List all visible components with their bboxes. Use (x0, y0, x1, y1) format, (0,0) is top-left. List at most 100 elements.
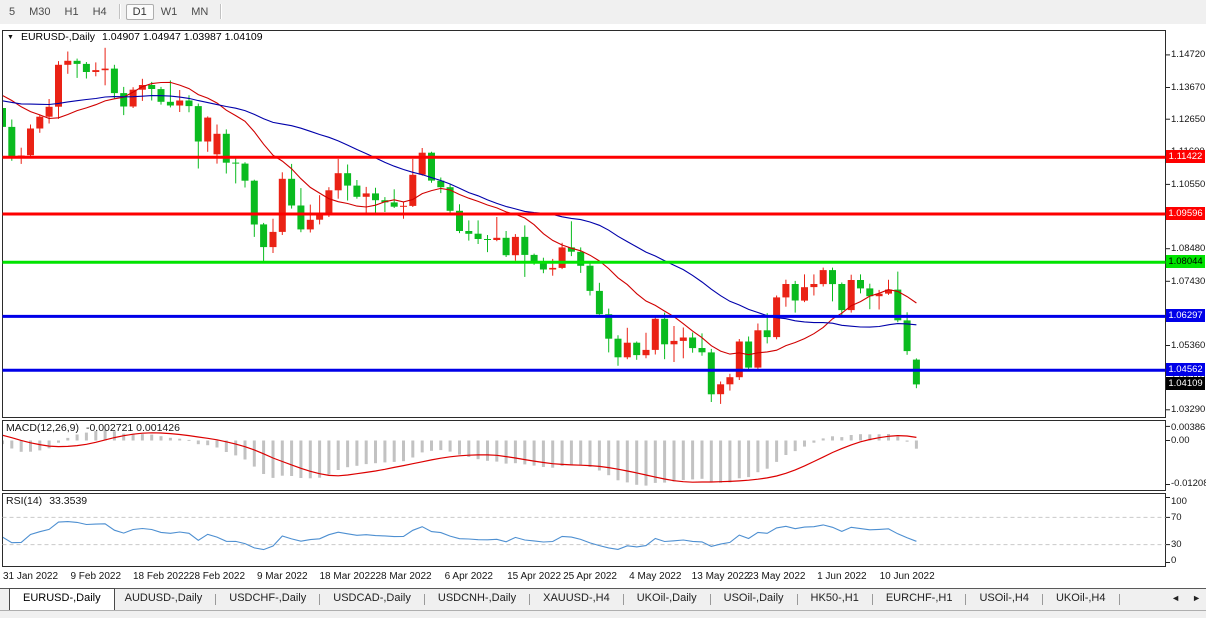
tab-separator (871, 594, 873, 605)
candle (101, 47, 109, 86)
candle (484, 235, 491, 253)
ma-slow-line (3, 95, 917, 328)
timeframe-button-mn[interactable]: MN (191, 5, 209, 18)
candle (241, 162, 249, 188)
timeframe-button-w1[interactable]: W1 (160, 5, 178, 18)
tab-ukoil-daily[interactable]: UKOil-,Daily (636, 592, 697, 604)
candle (838, 282, 846, 318)
candle (567, 221, 575, 257)
tab-ukoil-h4[interactable]: UKOil-,H4 (1055, 592, 1106, 604)
candle (372, 187, 379, 213)
timeframe-button-h1[interactable]: H1 (64, 5, 79, 18)
timeframe-button-m30[interactable]: M30 (29, 5, 51, 18)
candle (819, 267, 827, 287)
macd-panel (2, 420, 1166, 491)
candle (325, 187, 333, 217)
candle (166, 80, 174, 108)
tab-eurchf-h1[interactable]: EURCHF-,H1 (885, 592, 953, 604)
candle (661, 312, 669, 360)
candle (36, 114, 44, 133)
tab-separator (423, 594, 425, 605)
candle (288, 163, 296, 209)
candle (232, 158, 240, 184)
candle (120, 86, 128, 116)
candle (623, 327, 631, 360)
candle (502, 231, 510, 257)
candle (521, 225, 529, 277)
candle (670, 326, 678, 362)
candle (791, 280, 799, 313)
tab-usdchf-daily[interactable]: USDCHF-,Daily (229, 592, 307, 604)
tab-eurusd-daily[interactable]: EURUSD-,Daily (9, 588, 115, 610)
tab-separator (319, 594, 321, 605)
candle (651, 315, 659, 355)
candle (894, 271, 902, 323)
candle (456, 204, 463, 234)
candle (55, 61, 62, 119)
tab-usdcnh-daily[interactable]: USDCNH-,Daily (437, 592, 517, 604)
candle (8, 119, 16, 161)
candle (73, 58, 81, 78)
ma-fast-line (3, 81, 917, 356)
tab-usoil-h4[interactable]: USOil-,H4 (979, 592, 1029, 604)
candle (903, 312, 911, 355)
candle (912, 358, 920, 389)
candle (3, 108, 6, 127)
candle (885, 279, 892, 295)
candle (27, 124, 34, 158)
candle (763, 313, 771, 344)
candle (726, 373, 734, 391)
candle (847, 274, 855, 313)
candle (717, 381, 725, 404)
candle (782, 279, 790, 307)
candle (344, 164, 352, 201)
tab-separator (1118, 594, 1120, 605)
candle (474, 220, 482, 244)
tab-audusd-daily[interactable]: AUDUSD-,Daily (124, 592, 203, 604)
tab-xauusd-h4[interactable]: XAUUSD-,H4 (543, 592, 610, 604)
candle (857, 274, 864, 294)
candle (418, 148, 426, 176)
candle (129, 87, 137, 108)
candle (362, 186, 370, 214)
tab-separator (622, 594, 624, 605)
ohlc-values: 1.04907 1.04947 1.03987 1.04109 (102, 31, 263, 43)
candle (138, 78, 146, 101)
tab-hk50-h1[interactable]: HK50-,H1 (810, 592, 859, 604)
candle (493, 217, 501, 242)
symbol-dropdown-arrow-icon: ▼ (7, 33, 14, 41)
rsi-label: RSI(14) 33.3539 (6, 495, 87, 507)
candle (334, 158, 342, 199)
candle (558, 242, 566, 270)
candle (689, 332, 697, 353)
tab-separator (965, 594, 967, 605)
candle (176, 90, 184, 112)
macd-name: MACD(12,26,9) (6, 422, 79, 434)
tab-usdcad-daily[interactable]: USDCAD-,Daily (333, 592, 411, 604)
timeframe-toolbar: 5 M30 H1 H4 D1 W1 MN (0, 0, 1206, 23)
candle (810, 274, 818, 296)
candle (595, 282, 603, 315)
candle (754, 323, 762, 370)
candle (250, 179, 258, 237)
tab-usoil-daily[interactable]: USOil-,Daily (723, 592, 784, 604)
rsi-name: RSI(14) (6, 495, 43, 507)
candle (801, 274, 808, 303)
rsi-value: 33.3539 (49, 495, 88, 507)
candle (353, 180, 361, 199)
candle (511, 234, 519, 261)
candle (45, 99, 53, 124)
candle (614, 335, 622, 366)
candle (577, 247, 585, 273)
timeframe-button-h4[interactable]: H4 (92, 5, 107, 18)
candle (586, 262, 594, 296)
tabs-scroll-right-icon[interactable]: ► (1192, 593, 1201, 603)
timeframe-button-m5[interactable]: 5 (9, 5, 16, 18)
candle (64, 51, 72, 74)
timeframe-button-d1[interactable]: D1 (125, 3, 154, 20)
tabs-scroll-left-icon[interactable]: ◄ (1171, 593, 1181, 603)
symbol-tab-bar: EURUSD-,Daily AUDUSD-,Daily USDCHF-,Dail… (0, 588, 1206, 618)
candle (306, 204, 314, 233)
